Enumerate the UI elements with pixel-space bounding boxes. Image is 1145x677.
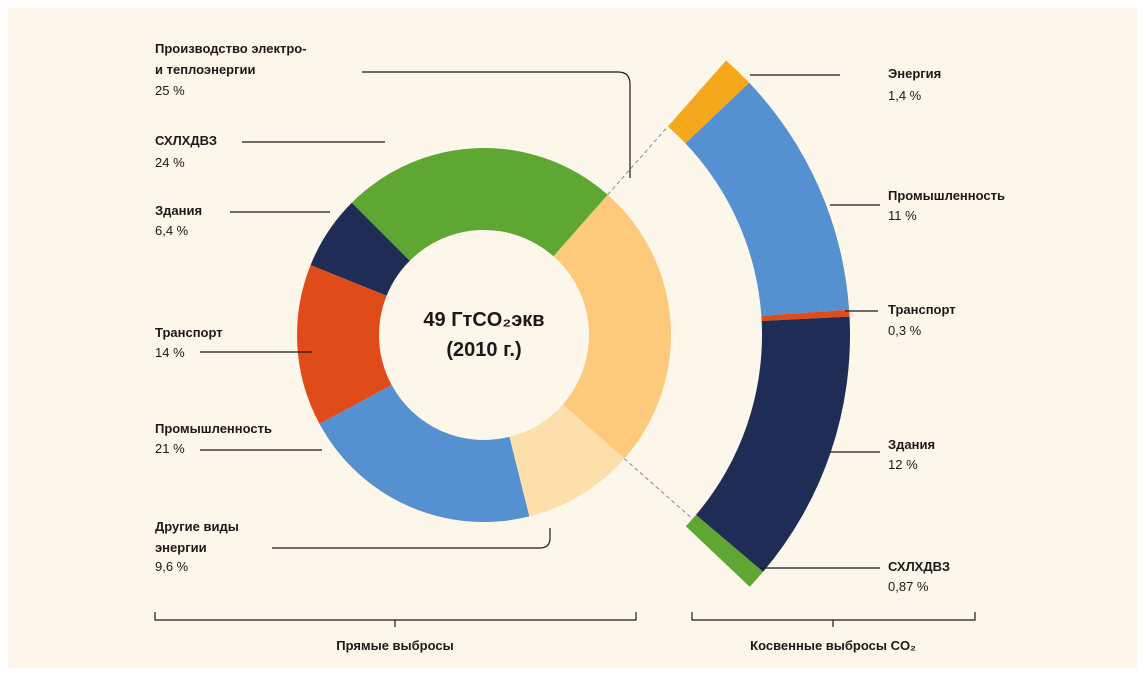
category-label: Транспорт	[155, 325, 223, 340]
connector	[607, 126, 669, 196]
donut-segment	[310, 202, 410, 296]
category-label: Промышленность	[888, 188, 1005, 203]
axis-label: Косвенные выбросы CO₂	[750, 638, 916, 653]
value-label: 0,87 %	[888, 579, 929, 594]
leader-line	[272, 528, 551, 549]
value-label: 0,3 %	[888, 323, 922, 338]
axis-label: Прямые выбросы	[336, 638, 453, 653]
value-label: 9,6 %	[155, 559, 189, 574]
category-label: Здания	[888, 437, 935, 452]
category-label: Здания	[155, 203, 202, 218]
category-label: Транспорт	[888, 302, 956, 317]
value-label: 12 %	[888, 457, 918, 472]
bracket	[691, 612, 976, 627]
value-label: 11 %	[888, 208, 917, 223]
category-label: Промышленность	[155, 421, 272, 436]
donut-segment	[509, 404, 625, 517]
panel	[8, 8, 1137, 668]
category-label: Другие виды энергии	[155, 519, 239, 555]
arc-segment	[685, 82, 850, 316]
value-label: 21 %	[155, 441, 185, 456]
arc-segment	[685, 514, 764, 587]
donut-segment	[319, 385, 530, 522]
arc-segment	[667, 60, 750, 144]
value-label: 14 %	[155, 345, 185, 360]
leader-line	[362, 71, 631, 178]
value-label: 6,4 %	[155, 223, 189, 238]
category-label: Энергия	[888, 66, 941, 81]
value-label: 1,4 %	[888, 88, 922, 103]
connector	[623, 458, 693, 520]
donut-segment	[297, 265, 392, 425]
category-label: СХЛХДВЗ	[888, 559, 950, 574]
category-label: Производство электро-и теплоэнергии	[155, 41, 307, 77]
donut-segment	[351, 148, 608, 261]
arc-segment	[695, 316, 850, 572]
value-label: 25 %	[155, 83, 185, 98]
bracket	[154, 612, 637, 627]
category-label: СХЛХДВЗ	[155, 133, 217, 148]
center-label: 49 ГтCO₂экв (2010 г.)	[423, 309, 544, 361]
arc-segment	[761, 309, 850, 322]
donut-segment	[553, 194, 671, 459]
value-label: 24 %	[155, 155, 185, 170]
